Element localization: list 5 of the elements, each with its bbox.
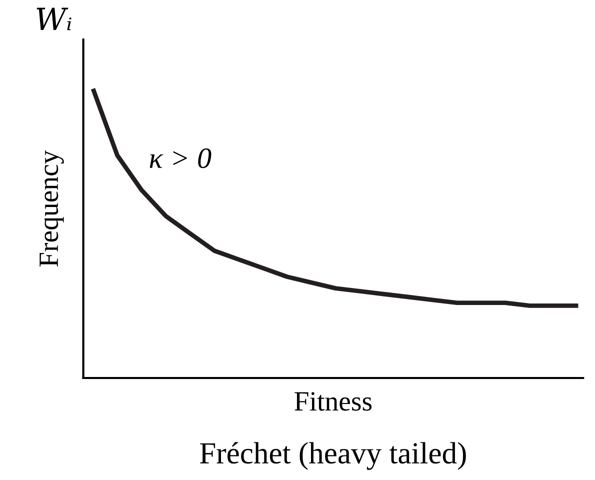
- text: Fréchet (heavy tailed): [200, 442, 466, 470]
- annotation: κ > 0: [150, 148, 212, 168]
- y-axis-title: Frequency: [40, 150, 64, 267]
- x-axis-title: Fitness: [294, 392, 372, 411]
- text: Wᵢ: [36, 8, 72, 30]
